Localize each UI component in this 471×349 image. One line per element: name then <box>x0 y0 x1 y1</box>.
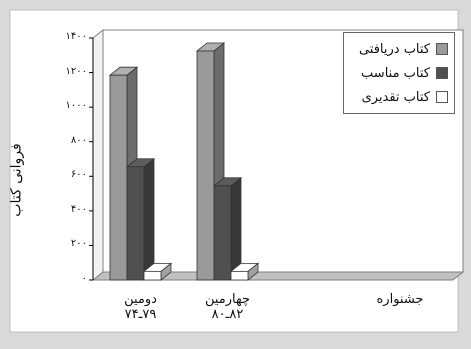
legend-label-received: کتاب دریافتی <box>358 41 430 57</box>
category-label: دومین ۷۹ـ۷۴ <box>101 292 181 322</box>
y-axis-label-text: فروانی کتاب <box>9 143 26 217</box>
bar-second-series-2 <box>126 166 145 281</box>
category-range: ۷۹ـ۷۴ <box>124 307 157 322</box>
legend-label-awarded: کتاب تقدیری <box>361 89 430 105</box>
y-axis-label: فروانی کتاب <box>2 135 32 225</box>
y-tick-label: ۱۲۰۰ <box>65 65 87 77</box>
y-tick-label: ۱۰۰۰ <box>65 100 87 112</box>
legend-item-awarded: کتاب تقدیری <box>350 85 448 109</box>
bar-fourth-series-1 <box>196 50 215 281</box>
y-tick-label: ۰ <box>81 273 87 284</box>
legend-swatch-received <box>436 43 448 55</box>
y-tick-label: ۶۰۰ <box>70 169 87 181</box>
y-tick-label: ۸۰۰ <box>70 134 87 146</box>
bar-second-series-3 <box>143 270 162 281</box>
y-tick-label: ۴۰۰ <box>70 203 87 215</box>
legend: کتاب دریافتی کتاب مناسب کتاب تقدیری <box>343 32 455 114</box>
bar-fourth-series-2 <box>213 185 232 281</box>
y-tick-label: ۲۰۰ <box>70 238 87 250</box>
category-range: ۸۲ـ۸۰ <box>211 307 244 322</box>
category-name: چهارمین <box>204 292 251 307</box>
x-axis-label: جشنواره <box>376 292 424 307</box>
legend-item-received: کتاب دریافتی <box>350 37 448 61</box>
legend-swatch-awarded <box>436 91 448 103</box>
legend-swatch-suitable <box>436 67 448 79</box>
legend-label-suitable: کتاب مناسب <box>361 65 430 81</box>
category-label: چهارمین ۸۲ـ۸۰ <box>188 292 268 322</box>
bar-fourth-series-3 <box>230 270 249 281</box>
bar-second-series-2-side <box>143 157 155 281</box>
category-name: دومین <box>124 292 157 307</box>
bar-second-series-1 <box>109 74 128 281</box>
plot-side-wall <box>92 28 104 282</box>
y-tick-label: ۱۴۰۰ <box>65 31 87 42</box>
legend-item-suitable: کتاب مناسب <box>350 61 448 85</box>
